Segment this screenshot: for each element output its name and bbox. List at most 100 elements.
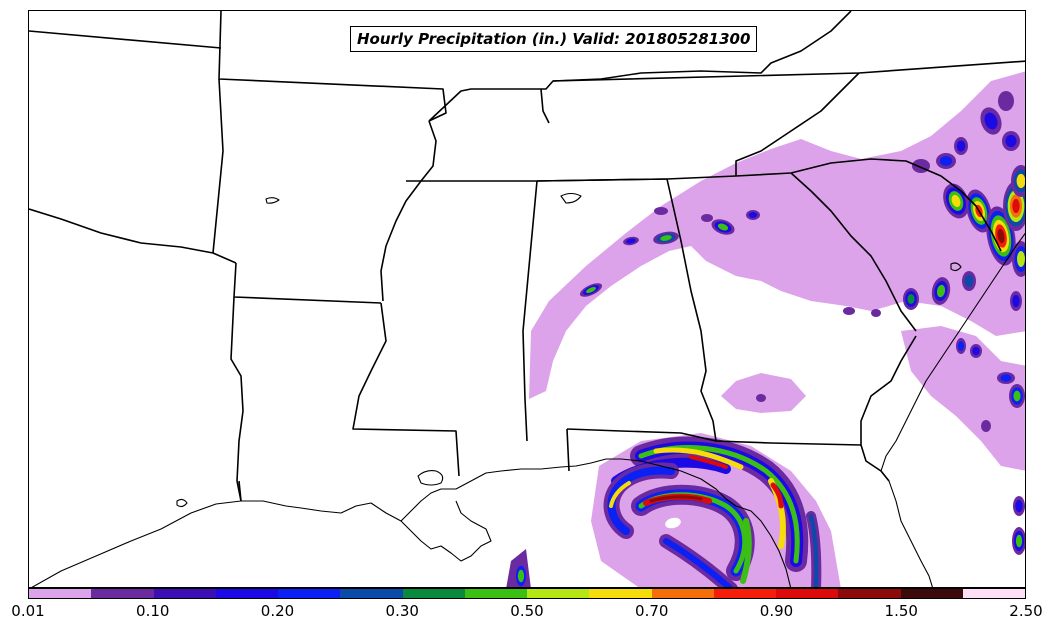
- colorbar-segment: [278, 589, 341, 598]
- coastline-segment: [31, 458, 792, 587]
- colorbar-tick-label: 0.20: [260, 602, 295, 620]
- colorbar-tick-label: 0.30: [385, 602, 419, 620]
- colorbar-tick-label: 0.90: [759, 602, 794, 620]
- precip-cell: [586, 286, 596, 294]
- precip-cell: [936, 284, 946, 298]
- rain-band: [609, 481, 631, 508]
- precip-cell: [907, 294, 915, 304]
- precip-cell: [957, 341, 965, 351]
- precip-cell: [717, 223, 729, 231]
- precip-cell: [660, 235, 672, 241]
- colorbar-tick-labels: 0.01 0.10 0.20 0.30 0.50 0.70 0.90 1.50 2.50: [0, 600, 1054, 630]
- rain-band: [809, 514, 819, 587]
- rain-band: [770, 482, 784, 509]
- coastline-segment: [880, 232, 1025, 482]
- state-boundary: [380, 120, 437, 302]
- colorbar-segment: [838, 589, 901, 598]
- state-boundary: [735, 158, 1002, 252]
- precip-cell: [626, 238, 636, 244]
- light-rain-patch: [721, 373, 806, 413]
- state-boundary: [522, 180, 538, 442]
- state-boundary: [428, 11, 852, 122]
- precip-cell: [1015, 534, 1023, 548]
- precip-cell: [1013, 390, 1021, 402]
- rain-band: [663, 538, 734, 587]
- precip-colorbar: [28, 588, 1026, 599]
- coastline-segment: [560, 192, 582, 204]
- colorbar-tick-label: 0.10: [136, 602, 170, 620]
- state-boundary: [212, 78, 224, 254]
- rain-band: [607, 466, 675, 535]
- coastline-segment: [400, 500, 492, 562]
- colorbar-tick-label: 0.70: [635, 602, 669, 620]
- precip-cell: [1012, 294, 1020, 308]
- precip-cell: [1017, 251, 1025, 267]
- colorbar-tick-label: 2.50: [1009, 602, 1043, 620]
- light-rain-patch: [901, 326, 1025, 471]
- state-boundary: [352, 302, 460, 477]
- precipitation-layer: [506, 71, 1025, 587]
- state-boundary: [552, 60, 1025, 82]
- precip-cell: [951, 194, 961, 208]
- colorbar-segment: [153, 589, 216, 598]
- coastline: [31, 192, 1025, 587]
- precip-cell: [1016, 173, 1025, 189]
- precip-cell: [517, 569, 525, 583]
- colorbar-segment: [29, 589, 92, 598]
- state-boundaries: [29, 11, 1025, 502]
- precip-cell: [748, 211, 758, 219]
- precip-cell: [1000, 374, 1012, 382]
- colorbar-tick-label: 0.01: [11, 602, 45, 620]
- state-boundary: [860, 335, 917, 445]
- coastline-segment: [417, 470, 444, 486]
- colorbar-segment: [900, 589, 963, 598]
- precip-cell: [997, 228, 1005, 244]
- state-boundary: [666, 178, 717, 442]
- coastline-segment: [176, 498, 188, 508]
- precip-cell: [843, 307, 855, 315]
- colorbar-segment: [713, 589, 776, 598]
- state-boundary: [566, 428, 570, 472]
- map-title: Hourly Precipitation (in.) Valid: 201805…: [350, 26, 758, 52]
- coastline-segment: [950, 262, 962, 272]
- rain-band: [689, 455, 728, 469]
- precip-cell: [871, 309, 881, 317]
- map-canvas: [29, 11, 1025, 587]
- rain-band: [653, 447, 744, 470]
- precip-cell: [1015, 499, 1023, 513]
- coastline-segment: [265, 197, 280, 204]
- coastline-segment: [888, 480, 933, 587]
- colorbar-tick-label: 1.50: [884, 602, 918, 620]
- state-boundary: [29, 30, 222, 49]
- state-boundary: [735, 72, 860, 176]
- colorbar-segment: [215, 589, 278, 598]
- colorbar-segment: [402, 589, 465, 598]
- colorbar-segment: [651, 589, 714, 598]
- precip-cell: [756, 394, 766, 402]
- precip-cell: [964, 274, 974, 288]
- map-frame: Hourly Precipitation (in.) Valid: 201805…: [28, 10, 1026, 588]
- state-boundary: [29, 208, 237, 264]
- colorbar-segment: [776, 589, 839, 598]
- precip-cell: [998, 91, 1014, 111]
- state-boundary: [218, 11, 447, 122]
- colorbar-segment: [464, 589, 527, 598]
- rain-band: [740, 518, 752, 584]
- colorbar-tick-label: 0.50: [510, 602, 544, 620]
- precip-cell: [984, 112, 998, 130]
- precip-cell: [956, 140, 966, 152]
- state-boundary: [540, 88, 550, 124]
- precip-cell: [972, 346, 980, 356]
- colorbar-segment: [962, 589, 1025, 598]
- colorbar-segment: [527, 589, 590, 598]
- colorbar-segment: [340, 589, 403, 598]
- precip-cell: [701, 214, 713, 222]
- precip-cell: [939, 156, 953, 166]
- state-boundary: [238, 480, 242, 502]
- precip-cell: [1012, 198, 1020, 214]
- state-boundary: [790, 172, 917, 332]
- storm-eye: [665, 517, 681, 529]
- precip-cell: [981, 420, 991, 432]
- rain-band: [649, 495, 703, 503]
- colorbar-segment: [91, 589, 154, 598]
